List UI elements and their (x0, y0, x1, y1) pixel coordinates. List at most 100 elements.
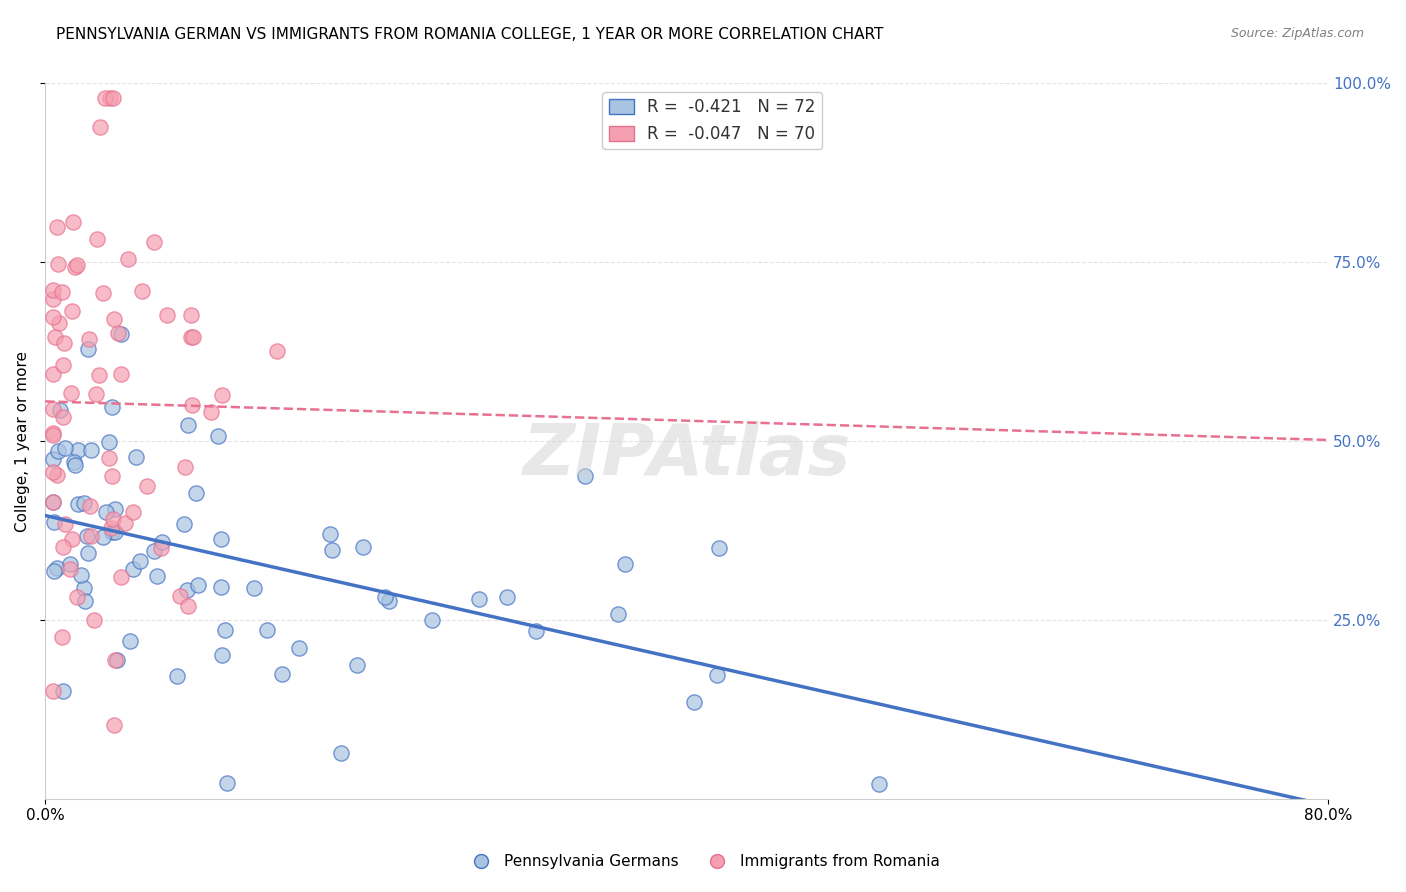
Point (52, 540, 75, 554)
Point (52, 410, 75, 425)
Point (181, 398, 204, 412)
Point (66, 590, 89, 604)
Point (110, 326, 132, 341)
Point (63, 455, 86, 469)
Point (374, 591, 396, 605)
Point (177, 417, 200, 432)
Point (77, 332, 100, 346)
Point (184, 485, 207, 500)
Point (59, 557, 82, 571)
Point (346, 658, 368, 673)
Point (613, 558, 636, 572)
Point (83, 613, 105, 627)
Text: Source: ZipAtlas.com: Source: ZipAtlas.com (1230, 27, 1364, 40)
Point (124, 450, 146, 464)
Point (42, 684, 65, 698)
Point (156, 308, 179, 322)
Point (42, 428, 65, 442)
Point (122, 505, 145, 519)
Point (44, 330, 66, 344)
Point (176, 582, 198, 597)
Point (94, 91, 117, 105)
Point (91, 285, 114, 300)
Point (177, 599, 200, 614)
Point (42, 495, 65, 509)
Point (330, 746, 353, 760)
Point (146, 569, 169, 583)
Point (114, 516, 136, 530)
Point (42, 367, 65, 381)
Point (51, 630, 73, 644)
Legend: Pennsylvania Germans, Immigrants from Romania: Pennsylvania Germans, Immigrants from Ro… (460, 848, 946, 875)
Point (683, 695, 706, 709)
Point (211, 388, 233, 402)
Point (173, 516, 195, 531)
Point (186, 578, 208, 592)
Point (89, 120, 111, 134)
Point (42, 451, 65, 466)
Point (209, 580, 232, 594)
Y-axis label: College, 1 year or more: College, 1 year or more (15, 351, 30, 532)
Point (98, 451, 121, 466)
Point (89, 368, 111, 383)
Point (46, 444, 69, 458)
Point (143, 235, 166, 250)
Point (100, 521, 122, 535)
Point (100, 400, 122, 414)
Point (70, 568, 93, 582)
Point (59, 561, 82, 575)
Point (214, 624, 236, 638)
Point (143, 543, 166, 558)
Point (606, 607, 628, 621)
Point (76, 529, 98, 543)
Point (256, 623, 278, 637)
Point (53, 336, 76, 351)
Point (44, 516, 66, 530)
Point (169, 589, 191, 603)
Point (48, 316, 70, 330)
Point (100, 469, 122, 483)
Point (110, 367, 132, 381)
Point (103, 311, 125, 326)
Point (101, 91, 124, 105)
Point (63, 458, 86, 472)
Point (86, 387, 108, 401)
Point (271, 667, 294, 681)
Point (42, 495, 65, 509)
Point (110, 570, 132, 584)
Point (42, 425, 65, 440)
Point (117, 252, 139, 266)
Point (166, 668, 188, 682)
Point (129, 554, 152, 568)
Point (73, 594, 96, 608)
Point (120, 634, 142, 648)
Point (42, 293, 65, 307)
Point (352, 540, 374, 554)
Point (86, 231, 108, 245)
Point (42, 310, 65, 324)
Point (42, 283, 65, 297)
Point (42, 402, 65, 417)
Text: ZIPAtlas: ZIPAtlas (523, 421, 851, 490)
Point (52, 684, 75, 698)
Point (524, 624, 547, 639)
Text: PENNSYLVANIA GERMAN VS IMMIGRANTS FROM ROMANIA COLLEGE, 1 YEAR OR MORE CORRELATI: PENNSYLVANIA GERMAN VS IMMIGRANTS FROM R… (56, 27, 883, 42)
Point (53, 441, 76, 455)
Point (101, 512, 124, 526)
Point (104, 653, 127, 667)
Point (131, 285, 153, 299)
Point (174, 459, 197, 474)
Point (496, 590, 519, 604)
Point (46, 257, 69, 271)
Point (51, 285, 73, 299)
Point (321, 542, 343, 557)
Point (105, 652, 128, 666)
Point (60, 533, 83, 547)
Point (103, 718, 125, 732)
Point (122, 561, 145, 575)
Point (73, 581, 96, 595)
Point (79, 499, 101, 513)
Point (135, 479, 157, 493)
Point (211, 648, 233, 662)
Point (149, 541, 172, 556)
